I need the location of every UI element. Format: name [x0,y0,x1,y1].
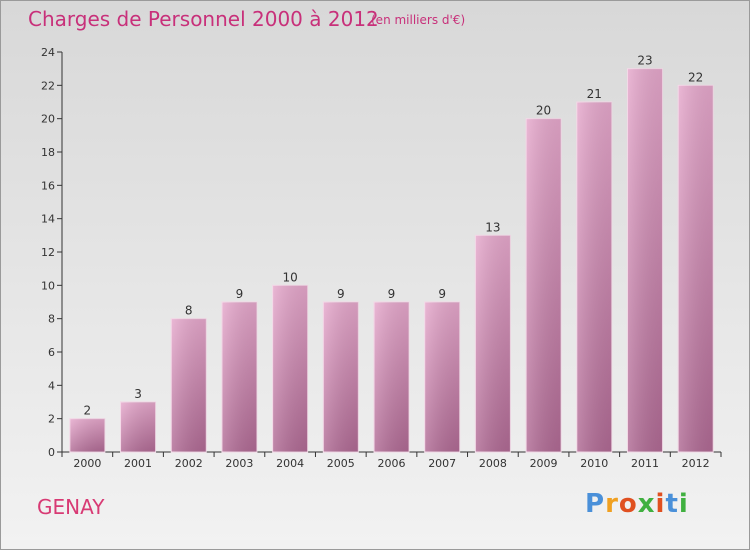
data-label-2005: 9 [337,287,345,301]
y-tick-label: 4 [48,379,55,392]
y-tick-label: 20 [41,113,55,126]
y-tick-label: 24 [41,46,55,59]
data-label-2009: 20 [536,104,551,118]
bars-group [69,68,714,453]
data-label-2011: 23 [637,54,652,68]
bar-shade-2007 [424,302,460,452]
logo-letter: o [618,489,638,519]
x-tick-label-2007: 2007 [428,457,456,470]
data-label-2000: 2 [84,404,92,418]
y-tick-label: 10 [41,279,55,292]
bar-shade-2005 [323,302,359,452]
x-tick-label-2012: 2012 [682,457,710,470]
data-label-2007: 9 [438,287,446,301]
x-tick-label-2003: 2003 [225,457,253,470]
data-label-2008: 13 [485,220,500,234]
bar-shade-2006 [374,302,409,452]
bar-shade-2000 [69,418,105,452]
x-tick-label-2008: 2008 [479,457,507,470]
data-label-2004: 10 [282,270,297,284]
x-tick-label-2005: 2005 [327,457,355,470]
x-tick-label-2004: 2004 [276,457,304,470]
logo-letter: i [655,489,666,519]
x-tick-label-2010: 2010 [580,457,608,470]
data-label-2006: 9 [388,287,396,301]
data-label-2001: 3 [134,387,142,401]
bar-shade-2010 [576,102,612,452]
y-tick-label: 16 [41,179,55,192]
bar-shade-2004 [272,285,308,452]
bar-shade-2011 [627,68,663,453]
y-tick-label: 22 [41,79,55,92]
y-tick-label: 12 [41,246,55,259]
x-tick-label-2001: 2001 [124,457,152,470]
logo-letter: i [678,489,689,519]
logo-letter: P [585,489,606,519]
y-tick-label: 2 [48,413,55,426]
chart-subtitle: (en milliers d'€) [371,13,466,27]
data-label-2012: 22 [688,70,703,84]
logo-letter: x [637,489,656,519]
y-tick-label: 18 [41,146,55,159]
x-tick-label-2000: 2000 [73,457,101,470]
x-tick-label-2006: 2006 [378,457,406,470]
x-tick-label-2002: 2002 [175,457,203,470]
bar-shade-2002 [171,318,207,452]
bar-shade-2012 [678,85,714,452]
commune-name: GENAY [37,495,105,519]
y-tick-label: 6 [48,346,55,359]
bar-shade-2008 [475,235,511,452]
y-tick-label: 14 [41,213,55,226]
bar-shade-2003 [221,302,257,452]
x-tick-label-2011: 2011 [631,457,659,470]
data-label-2003: 9 [236,287,244,301]
y-tick-label: 0 [48,446,55,459]
logo-letter: t [665,489,679,519]
y-tick-label: 8 [48,313,55,326]
logo-letter: r [605,489,619,519]
data-label-2002: 8 [185,304,193,318]
x-tick-label-2009: 2009 [530,457,558,470]
proxiti-logo: Proxiti [585,489,689,519]
bar-shade-2009 [526,118,562,453]
data-label-2010: 21 [587,87,602,101]
chart-title: Charges de Personnel 2000 à 2012 [28,7,379,31]
bar-shade-2001 [120,402,156,452]
